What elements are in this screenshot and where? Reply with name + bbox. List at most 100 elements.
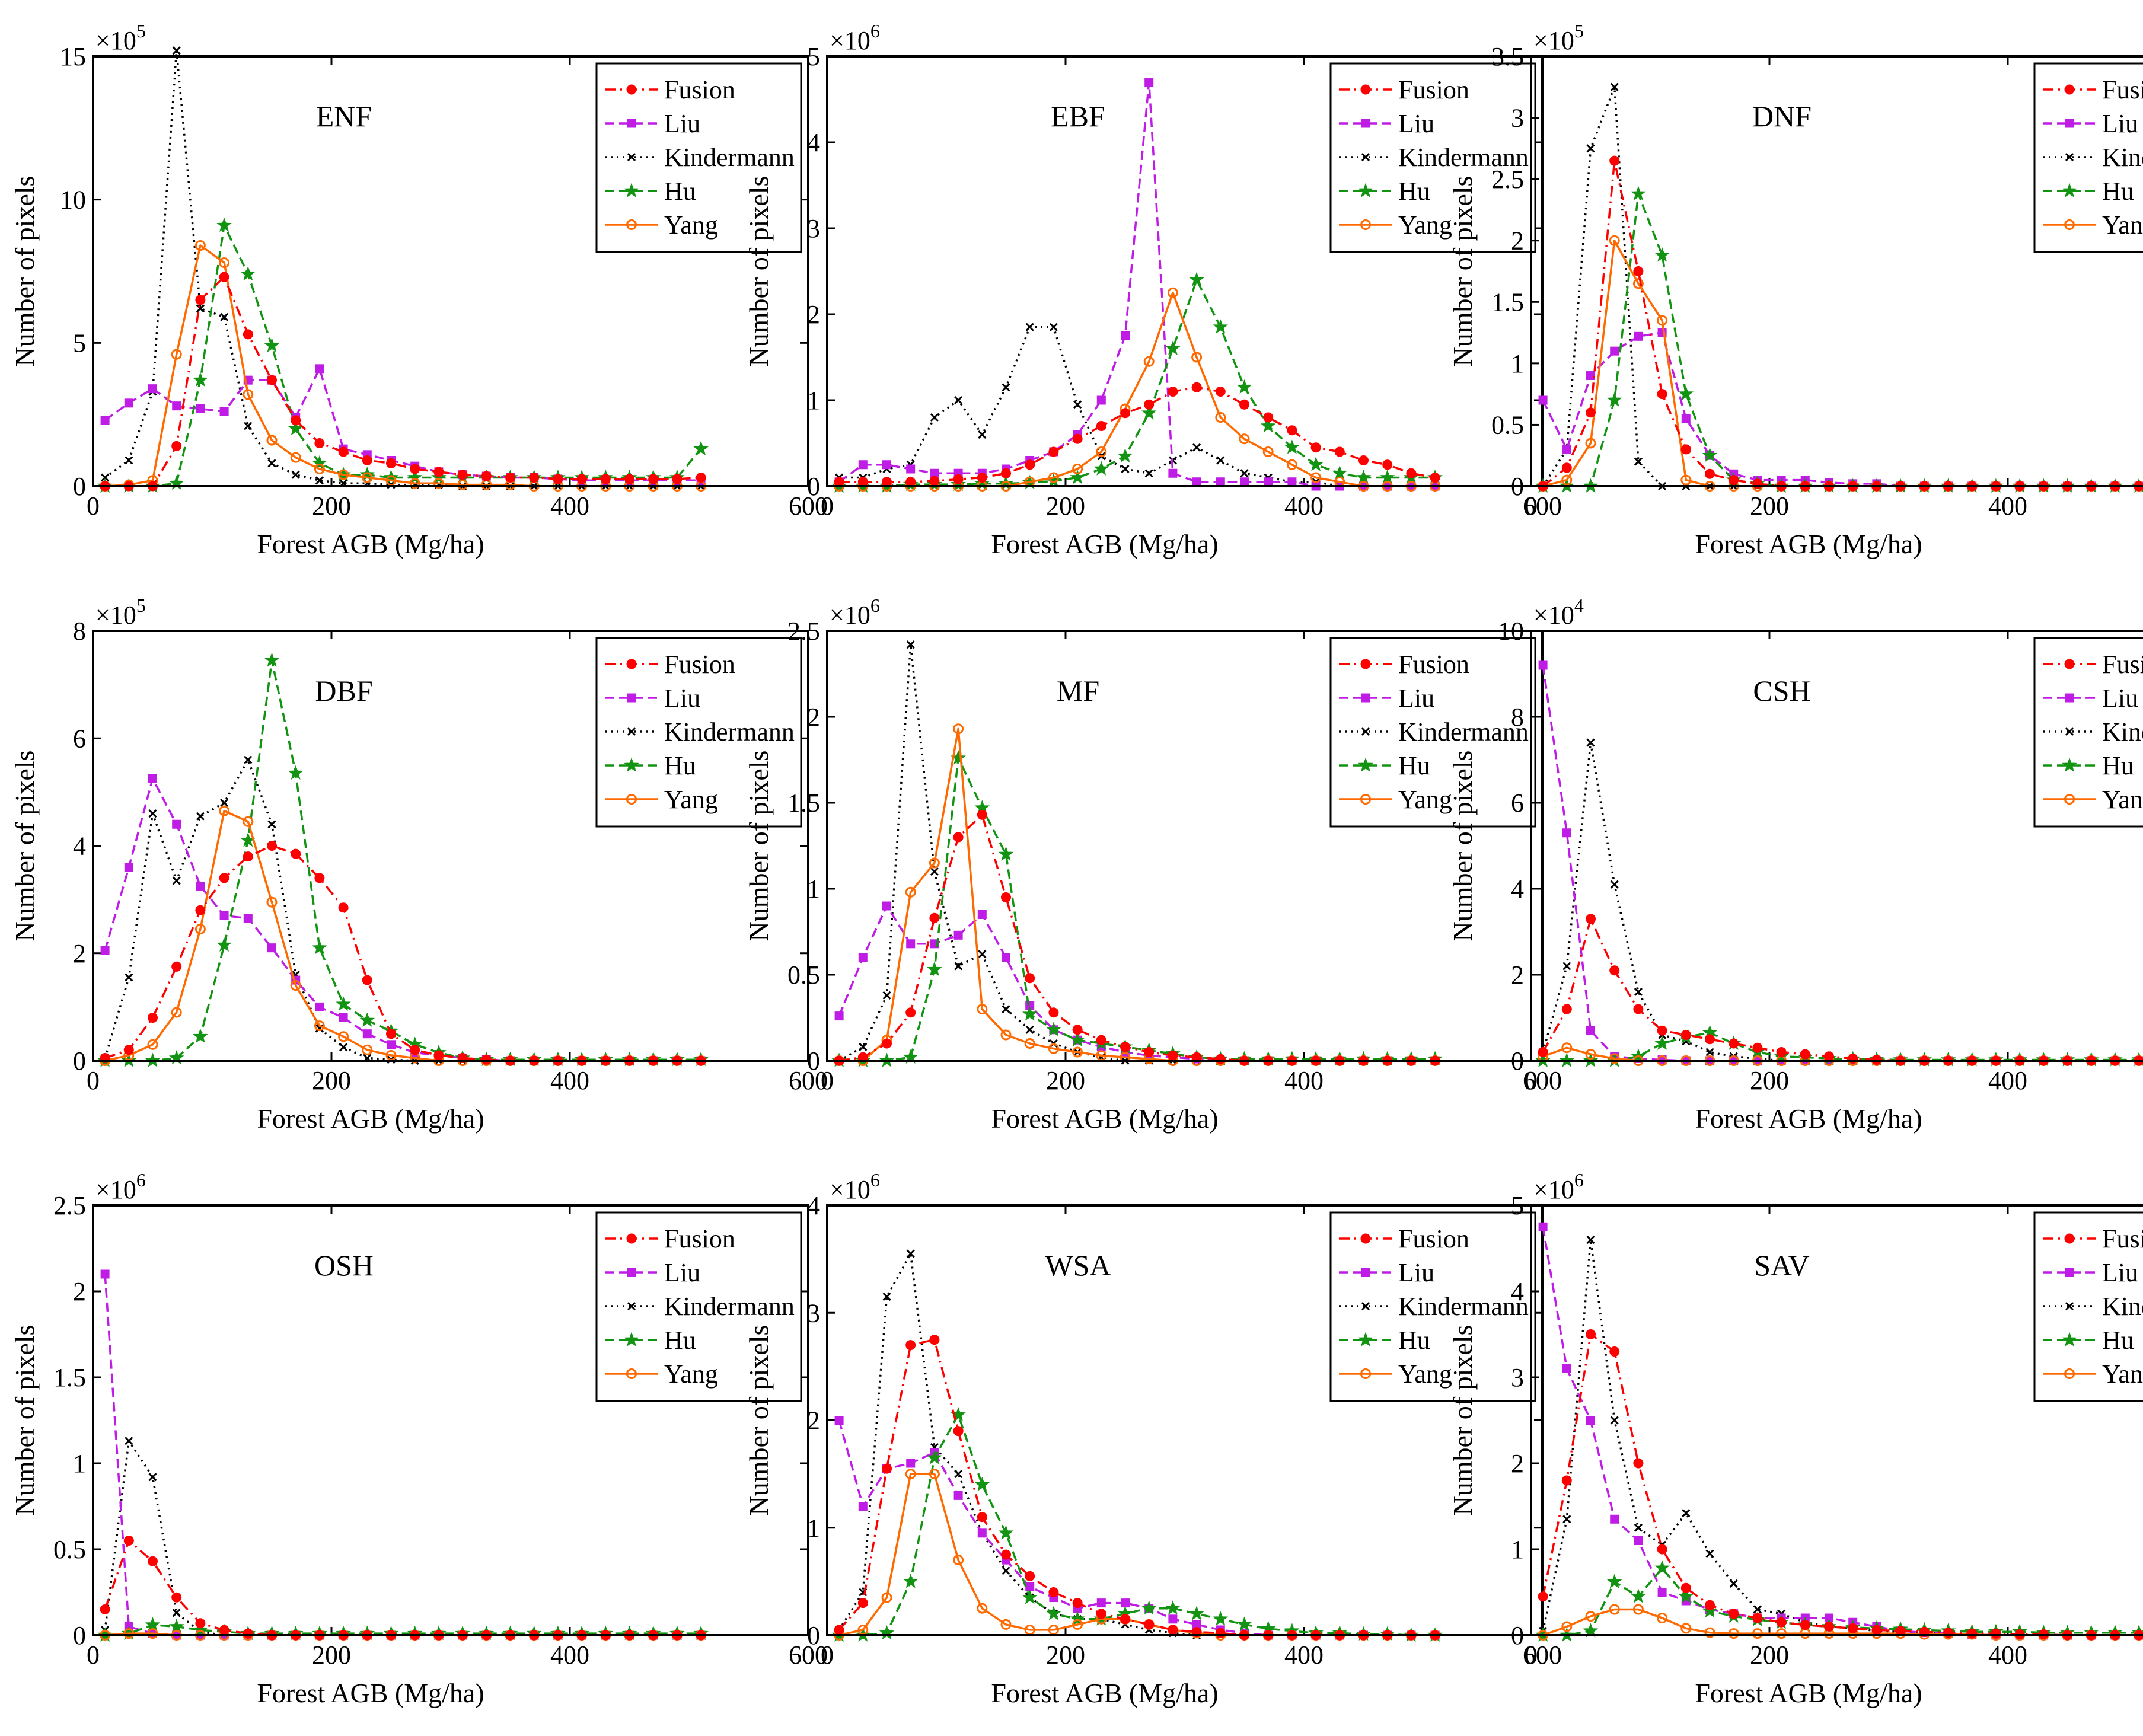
data-point-fusion	[219, 1625, 229, 1635]
data-point-hu	[998, 1525, 1014, 1540]
x-tick-label: 600	[789, 492, 828, 521]
series-fusion	[834, 809, 1440, 1066]
legend-label-fusion: Fusion	[664, 1224, 735, 1253]
x-tick-label: 200	[312, 1066, 351, 1095]
legend-marker-yang	[626, 219, 637, 230]
legend-label-kindermann: Kindermann	[664, 717, 795, 746]
data-point-fusion	[1144, 399, 1155, 410]
plot-frame	[826, 1204, 1544, 1636]
data-point-fusion	[1358, 455, 1369, 465]
data-point-kindermann	[291, 470, 300, 479]
x-tick-label: 200	[1750, 1641, 1789, 1670]
legend-label-liu: Liu	[664, 684, 700, 713]
y-tick-label: 2	[73, 1277, 86, 1306]
data-point-liu	[100, 1269, 110, 1279]
data-point-fusion	[195, 1618, 206, 1629]
data-point-yang	[1609, 235, 1620, 246]
x-tick-label: 200	[1046, 1641, 1085, 1670]
data-point-yang	[1239, 433, 1250, 445]
data-point-fusion	[1561, 1004, 1572, 1014]
legend-marker-liu	[627, 119, 636, 128]
data-point-hu	[312, 940, 327, 955]
x-tick-label: 0	[87, 1641, 100, 1670]
x-tick-label: 0	[87, 1066, 100, 1095]
data-point-liu	[315, 1002, 324, 1011]
data-point-fusion	[1096, 421, 1106, 431]
data-point-hu	[1654, 1560, 1670, 1575]
y-tick-label: 0.5	[53, 1535, 86, 1564]
data-point-fusion	[834, 1625, 844, 1635]
y-tick-label: 3	[1511, 104, 1524, 133]
data-point-fusion	[1406, 468, 1417, 478]
data-point-hu	[1654, 247, 1670, 262]
data-point-yang	[1632, 278, 1644, 289]
legend-marker-fusion	[2064, 84, 2075, 95]
data-point-fusion	[929, 1335, 940, 1345]
x-tick-label: 0	[87, 492, 100, 521]
y-tick-label: 0	[1511, 1046, 1524, 1076]
data-point-fusion	[362, 975, 372, 985]
data-point-kindermann	[1025, 323, 1034, 331]
data-point-fusion	[672, 474, 683, 484]
data-point-yang	[123, 1628, 135, 1639]
y-tick-label: 2	[807, 300, 820, 329]
legend-marker-liu	[1361, 1268, 1370, 1277]
x-tick-label: 600	[1523, 1641, 1562, 1670]
data-point-fusion	[362, 455, 372, 465]
data-point-fusion	[243, 851, 253, 862]
data-point-hu	[1236, 1616, 1252, 1631]
legend-label-hu: Hu	[1398, 1326, 1430, 1355]
data-point-yang	[1000, 1029, 1012, 1041]
legend: Fusion Liu Kindermann Hu Yang	[1329, 62, 1536, 253]
legend-marker-hu	[2062, 183, 2077, 197]
y-axis-label: Number of pixels	[1447, 751, 1478, 942]
data-point-fusion	[1191, 382, 1202, 392]
data-point-kindermann	[148, 1473, 157, 1482]
x-tick-label: 0	[1525, 1641, 1538, 1670]
data-point-yang	[977, 1603, 988, 1614]
y-tick-label: 3	[807, 1298, 820, 1327]
legend-marker-liu	[2065, 693, 2074, 703]
data-point-kindermann	[1705, 1549, 1714, 1558]
data-point-hu	[216, 217, 232, 232]
data-point-fusion	[1752, 1613, 1763, 1623]
data-point-fusion	[291, 415, 301, 426]
y-tick-label: 8	[1511, 703, 1524, 732]
y-tick-label: 5	[73, 328, 86, 358]
data-point-fusion	[553, 474, 563, 484]
data-point-liu	[196, 404, 205, 413]
data-point-fusion	[1215, 1054, 1226, 1064]
data-point-yang	[147, 1039, 158, 1050]
legend-marker-fusion	[1360, 659, 1371, 669]
data-point-kindermann	[267, 820, 276, 829]
data-point-fusion	[624, 474, 634, 484]
data-point-fusion	[386, 458, 396, 468]
data-point-fusion	[1310, 442, 1321, 453]
x-tick-label: 400	[1988, 1066, 2027, 1095]
data-point-yang	[243, 816, 254, 827]
legend-marker-kindermann	[627, 1301, 636, 1311]
y-tick-label: 0	[807, 1621, 820, 1650]
y-multiplier: ×105	[1533, 20, 1584, 55]
legend-marker-liu	[627, 1268, 636, 1277]
y-tick-label: 1	[807, 875, 820, 904]
x-tick-label: 400	[550, 1066, 589, 1095]
x-axis-label: Forest AGB (Mg/ha)	[991, 529, 1218, 559]
data-point-liu	[1610, 346, 1619, 356]
series-line-liu	[104, 777, 701, 1062]
data-point-kindermann	[220, 798, 229, 808]
y-tick-label: 1	[807, 386, 820, 415]
data-point-yang	[219, 805, 230, 816]
legend-marker-yang	[2064, 219, 2075, 230]
data-point-yang	[1752, 1628, 1763, 1639]
data-point-liu	[219, 911, 229, 920]
data-point-yang	[1680, 474, 1692, 486]
legend-marker-kindermann	[2065, 152, 2074, 162]
data-point-liu	[196, 881, 205, 891]
legend-marker-kindermann	[627, 152, 636, 162]
series-line-fusion	[1542, 159, 2139, 487]
data-point-fusion	[243, 329, 253, 340]
data-point-liu	[953, 1491, 963, 1500]
